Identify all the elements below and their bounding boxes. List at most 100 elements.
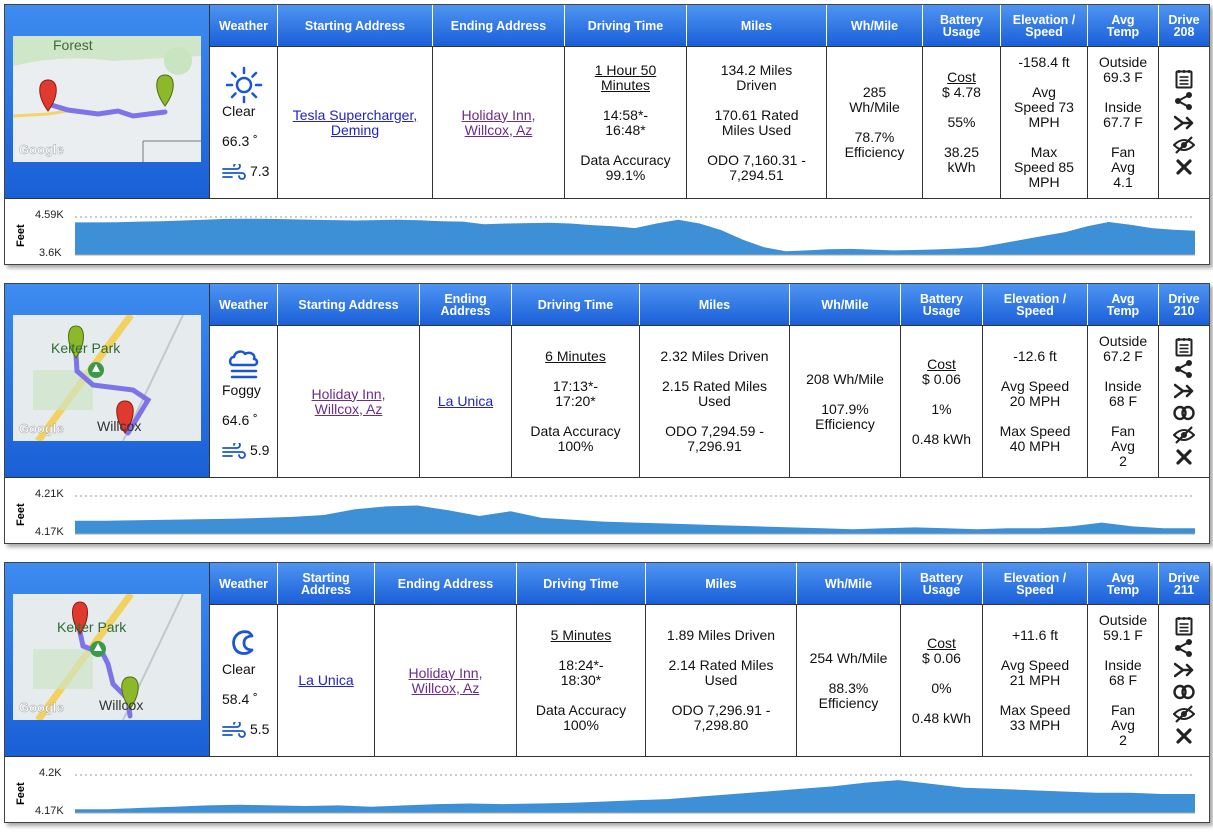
inside-temp: Inside 67.7 F bbox=[1103, 99, 1143, 130]
elevation-area bbox=[75, 216, 1195, 256]
weather-cell: Clear 66.3 ˚ 7.3 bbox=[210, 46, 278, 198]
link-icon[interactable] bbox=[1173, 681, 1195, 703]
temp-cell: Outside 59.1 F Inside 68 F Fan Avg 2 bbox=[1088, 604, 1159, 756]
header-weather: Weather bbox=[210, 5, 278, 46]
rated-miles: 2.15 Rated Miles Used bbox=[661, 378, 768, 409]
weather-condition: Foggy bbox=[222, 381, 261, 398]
ending-address-cell: Holiday Inn, Willcox, Az bbox=[433, 46, 565, 198]
notes-icon[interactable] bbox=[1173, 336, 1195, 358]
inside-temp: Inside 68 F bbox=[1104, 378, 1142, 409]
wind-icon bbox=[222, 721, 246, 738]
drive-number: Drive 210 bbox=[1159, 284, 1209, 325]
elevation-chart: Feet 4.59K 3.6K bbox=[5, 198, 1209, 265]
route-map[interactable]: Google Forest bbox=[13, 36, 201, 162]
header-battery-usage: Battery Usage bbox=[901, 284, 983, 325]
delete-icon[interactable] bbox=[1173, 725, 1195, 747]
miles-cell: 134.2 Miles Driven 170.61 Rated Miles Us… bbox=[687, 46, 827, 198]
driving-time-cell: 5 Minutes 18:24*- 18:30* Data Accuracy 1… bbox=[517, 604, 646, 756]
merge-icon[interactable] bbox=[1173, 659, 1195, 681]
header-miles: Miles bbox=[687, 5, 827, 46]
battery-kwh: 0.48 kWh bbox=[911, 430, 972, 447]
header-wh-mile: Wh/Mile bbox=[797, 563, 901, 604]
header-battery-usage: Battery Usage bbox=[901, 563, 983, 604]
share-icon[interactable] bbox=[1173, 358, 1195, 380]
battery-percent: 55% bbox=[947, 114, 976, 130]
weather-temp: 64.6 ˚ bbox=[222, 411, 258, 428]
cost-label[interactable]: Cost bbox=[927, 634, 956, 651]
drive-card: Keiter Park Willcox Google Weather Start… bbox=[4, 283, 1210, 544]
data-accuracy: 100% bbox=[563, 717, 599, 733]
cost-label[interactable]: Cost bbox=[927, 355, 956, 372]
weather-temp: 58.4 ˚ bbox=[222, 690, 258, 707]
starting-address-cell: Holiday Inn, Willcox, Az bbox=[278, 325, 420, 477]
driving-time-cell: 1 Hour 50 Minutes 14:58*- 16:48* Data Ac… bbox=[565, 46, 687, 198]
header-weather: Weather bbox=[210, 563, 278, 604]
elevation-cell: +11.6 ft Avg Speed 21 MPH Max Speed 33 M… bbox=[983, 604, 1088, 756]
notes-icon[interactable] bbox=[1173, 68, 1195, 90]
link-icon[interactable] bbox=[1173, 402, 1195, 424]
cost-label[interactable]: Cost bbox=[947, 69, 976, 85]
ending-address-link[interactable]: La Unica bbox=[437, 393, 494, 409]
hide-icon[interactable] bbox=[1173, 703, 1195, 725]
wh-mile-cell: 208 Wh/Mile 107.9% Efficiency bbox=[790, 325, 901, 477]
data-accuracy-label: Data Accuracy bbox=[535, 702, 627, 718]
y-tick-min: 4.17K bbox=[35, 526, 64, 538]
route-map[interactable]: Keiter Park Willcox Google bbox=[13, 594, 201, 720]
miles-cell: 1.89 Miles Driven 2.14 Rated Miles Used … bbox=[646, 604, 797, 756]
wh-per-mile: 285 Wh/Mile bbox=[849, 84, 900, 115]
delete-icon[interactable] bbox=[1173, 446, 1195, 468]
starting-address-link[interactable]: Tesla Supercharger, Deming bbox=[292, 106, 418, 138]
elevation-area bbox=[75, 774, 1195, 814]
merge-icon[interactable] bbox=[1173, 380, 1195, 402]
starting-address-cell: Tesla Supercharger, Deming bbox=[278, 46, 433, 198]
y-tick-max: 4.2K bbox=[39, 767, 62, 779]
drive-duration[interactable]: 6 Minutes bbox=[545, 348, 606, 364]
header-driving-time: Driving Time bbox=[512, 284, 640, 325]
y-tick-max: 4.59K bbox=[35, 209, 64, 221]
header-weather: Weather bbox=[210, 284, 278, 325]
delete-icon[interactable] bbox=[1173, 156, 1195, 178]
header-avg-temp: Avg Temp bbox=[1088, 5, 1159, 46]
fog-icon bbox=[228, 349, 259, 378]
notes-icon[interactable] bbox=[1173, 615, 1195, 637]
data-accuracy: 99.1% bbox=[605, 166, 646, 183]
svg-text:Google: Google bbox=[19, 700, 64, 715]
elevation-series bbox=[75, 780, 1195, 813]
weather-cell: Foggy 64.6 ˚ 5.9 bbox=[210, 325, 278, 477]
share-icon[interactable] bbox=[1173, 90, 1195, 112]
battery-cell: Cost $ 4.78 55% 38.25 kWh bbox=[923, 46, 1001, 198]
drive-duration[interactable]: 5 Minutes bbox=[550, 627, 612, 643]
starting-address-link[interactable]: Holiday Inn, Willcox, Az bbox=[311, 385, 386, 417]
drive-time-range: 14:58*- 16:48* bbox=[602, 106, 649, 138]
map-cell: Google Forest bbox=[5, 5, 210, 198]
weather-cell: Clear 58.4 ˚ 5.5 bbox=[210, 604, 278, 756]
map-place-label: Keiter Park bbox=[57, 619, 127, 635]
drive-time-range: 17:13*- 17:20* bbox=[552, 378, 599, 409]
temp-cell: Outside 69.3 F Inside 67.7 F Fan Avg 4.1 bbox=[1088, 46, 1159, 198]
y-tick-max: 4.21K bbox=[35, 488, 64, 500]
battery-cell: Cost $ 0.06 1% 0.48 kWh bbox=[901, 325, 983, 477]
share-icon[interactable] bbox=[1173, 637, 1195, 659]
hide-icon[interactable] bbox=[1173, 424, 1195, 446]
moon-icon bbox=[232, 629, 254, 655]
ending-address-cell: Holiday Inn, Willcox, Az bbox=[375, 604, 517, 756]
header-elevation-speed: Elevation / Speed bbox=[983, 563, 1088, 604]
wh-mile-cell: 254 Wh/Mile 88.3% Efficiency bbox=[797, 604, 901, 756]
ending-address-link[interactable]: Holiday Inn, Willcox, Az bbox=[408, 664, 483, 696]
header-driving-time: Driving Time bbox=[565, 5, 687, 46]
wh-mile-cell: 285 Wh/Mile 78.7% Efficiency bbox=[827, 46, 923, 198]
max-speed: Max Speed 33 MPH bbox=[999, 702, 1071, 733]
header-starting-address: Starting Address bbox=[278, 563, 375, 604]
battery-cell: Cost $ 0.06 0% 0.48 kWh bbox=[901, 604, 983, 756]
route-map[interactable]: Keiter Park Willcox Google bbox=[13, 315, 201, 441]
hide-icon[interactable] bbox=[1173, 134, 1195, 156]
drive-duration[interactable]: 1 Hour 50 Minutes bbox=[594, 61, 657, 93]
wind: 7.3 bbox=[222, 163, 269, 180]
drive-card: Google Forest Weather Starting Address E… bbox=[4, 4, 1210, 265]
drive-number: Drive 211 bbox=[1159, 563, 1209, 604]
wh-per-mile: 254 Wh/Mile bbox=[809, 649, 888, 666]
merge-icon[interactable] bbox=[1173, 112, 1195, 134]
y-tick-min: 4.17K bbox=[35, 805, 64, 817]
ending-address-link[interactable]: Holiday Inn, Willcox, Az bbox=[461, 106, 536, 138]
starting-address-link[interactable]: La Unica bbox=[298, 672, 354, 688]
